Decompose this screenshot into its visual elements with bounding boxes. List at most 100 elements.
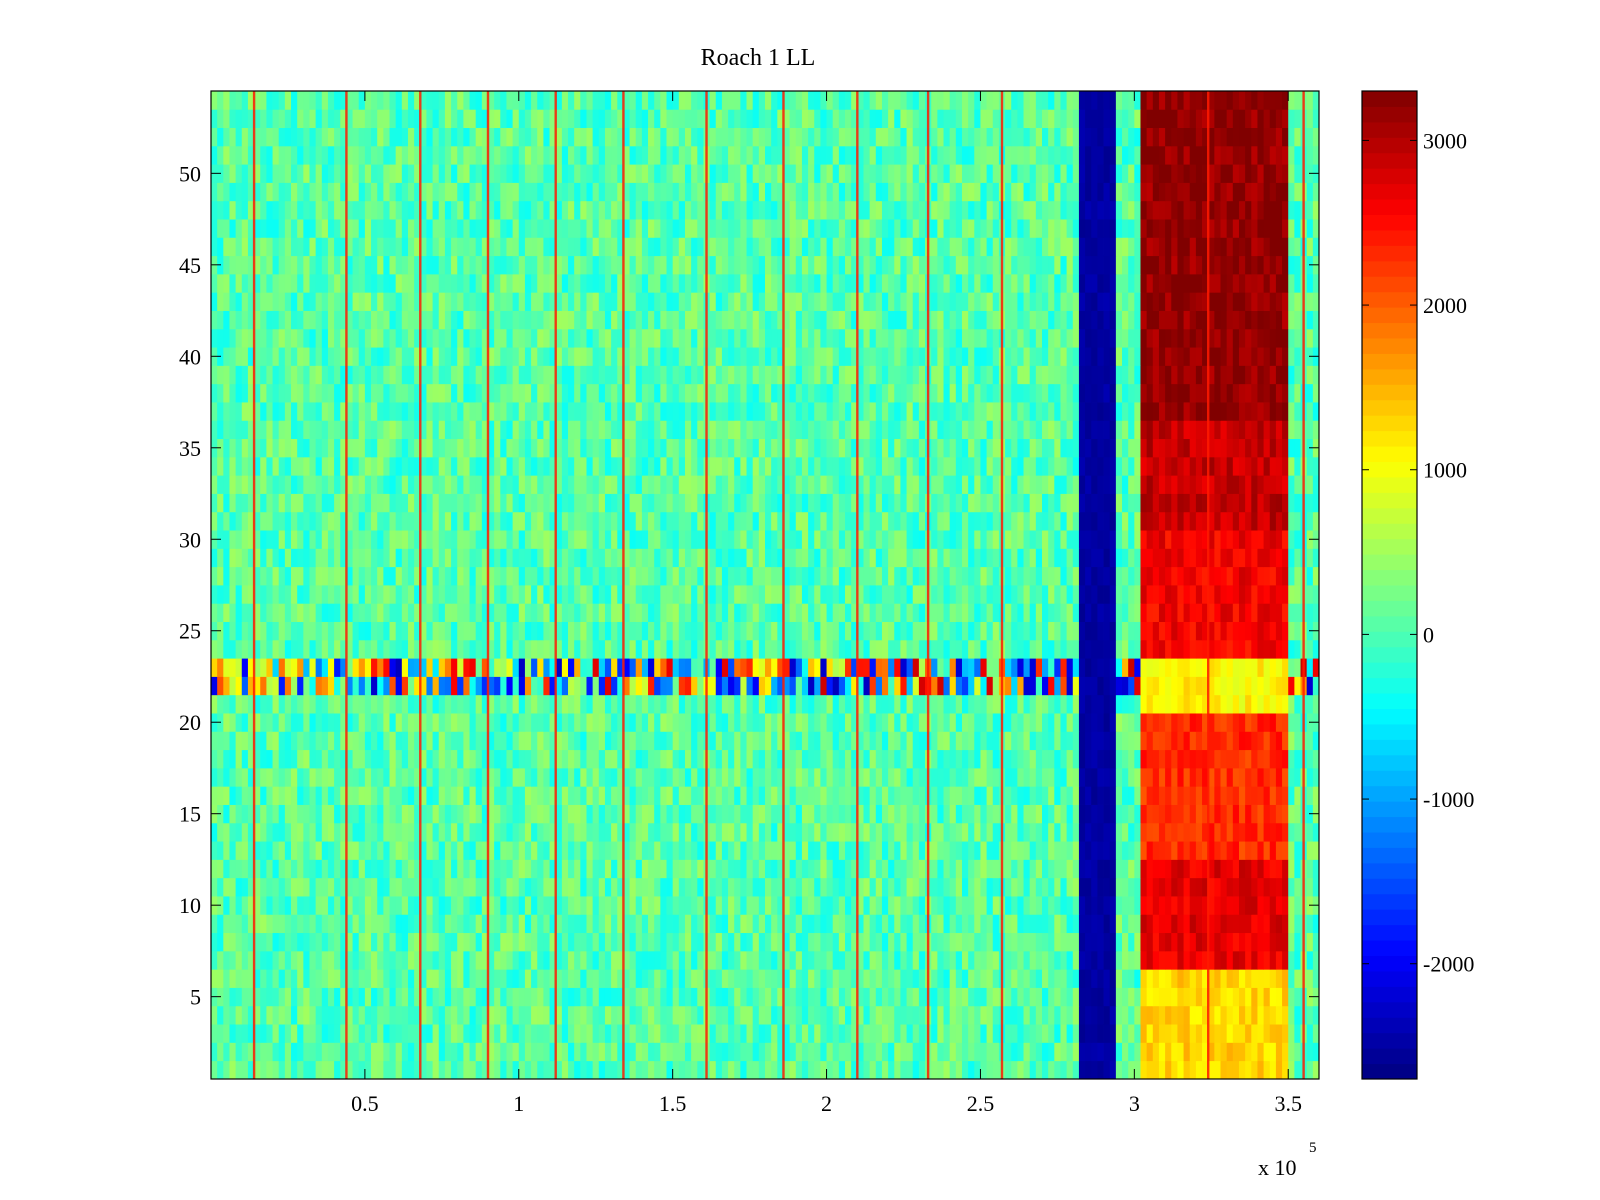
heatmap-cell (1152, 804, 1160, 824)
heatmap-cell (1060, 932, 1068, 952)
heatmap-cell (1189, 804, 1197, 824)
heatmap-cell (678, 585, 686, 604)
heatmap-cell (1269, 914, 1277, 934)
heatmap-cell (918, 603, 926, 622)
heatmap-cell (789, 658, 797, 677)
heatmap-cell (1091, 1060, 1098, 1080)
heatmap-cell (518, 603, 526, 622)
heatmap-cell (555, 786, 563, 805)
heatmap-cell (229, 987, 237, 1007)
heatmap-cell (1263, 786, 1271, 805)
heatmap-cell (968, 621, 975, 641)
heatmap-cell (1288, 859, 1295, 879)
heatmap-cell (1294, 603, 1301, 622)
heatmap-cell (1238, 932, 1246, 952)
heatmap-cell (1214, 822, 1221, 842)
heatmap-cell (1306, 969, 1314, 988)
heatmap-cell (512, 914, 520, 934)
heatmap-cell (278, 987, 286, 1007)
heatmap-cell (580, 896, 587, 915)
heatmap-cell (1263, 713, 1271, 732)
heatmap-cell (1306, 932, 1314, 952)
heatmap-cell (506, 914, 514, 934)
heatmap-cell (494, 914, 501, 934)
heatmap-cell (291, 950, 298, 970)
heatmap-cell (377, 585, 384, 604)
heatmap-cell (826, 969, 834, 988)
heatmap-cell (586, 1024, 594, 1043)
heatmap-cell (611, 749, 618, 769)
heatmap-cell (1072, 932, 1080, 952)
heatmap-cell (728, 621, 735, 641)
heatmap-cell (715, 749, 723, 769)
heatmap-cell (623, 896, 630, 915)
heatmap-cell (1109, 676, 1117, 696)
heatmap-cell (346, 914, 353, 934)
heatmap-cell (955, 969, 963, 988)
heatmap-cell (1103, 658, 1111, 677)
heatmap-cell (1282, 786, 1289, 805)
heatmap-cell (1165, 969, 1172, 988)
heatmap-cell (968, 694, 975, 714)
heatmap-cell (795, 841, 803, 860)
heatmap-cell (783, 676, 791, 696)
heatmap-cell (826, 585, 834, 604)
heatmap-cell (315, 932, 323, 952)
heatmap-cell (1202, 1005, 1209, 1025)
heatmap-cell (217, 694, 224, 714)
heatmap-cell (401, 658, 409, 677)
heatmap-cell (512, 639, 520, 659)
heatmap-cell (481, 987, 489, 1007)
heatmap-cell (1257, 731, 1264, 751)
heatmap-cell (1226, 713, 1234, 732)
heatmap-cell (1085, 987, 1092, 1007)
heatmap-cell (918, 841, 926, 860)
heatmap-cell (771, 566, 778, 586)
heatmap-cell (506, 621, 514, 641)
heatmap-cell (746, 731, 754, 751)
heatmap-cell (691, 987, 698, 1007)
heatmap-cell (1171, 914, 1178, 934)
heatmap-cell (1165, 621, 1172, 641)
heatmap-cell (1109, 1042, 1117, 1062)
heatmap-cell (752, 713, 760, 732)
heatmap-cell (992, 749, 1000, 769)
heatmap-cell (1232, 822, 1240, 842)
heatmap-cell (303, 731, 310, 751)
heatmap-cell (1011, 804, 1018, 824)
heatmap-cell (1220, 676, 1228, 696)
heatmap-cell (1029, 566, 1037, 586)
heatmap-cell (1097, 639, 1104, 659)
heatmap-cell (291, 694, 298, 714)
heatmap-cell (875, 658, 883, 677)
heatmap-cell (561, 713, 569, 732)
heatmap-cell (795, 731, 803, 751)
heatmap-cell (1152, 877, 1160, 897)
heatmap-cell (235, 932, 243, 952)
heatmap-cell (777, 1024, 784, 1043)
heatmap-cell (555, 713, 563, 732)
heatmap-cell (1140, 603, 1148, 622)
heatmap-cell (1177, 987, 1184, 1007)
heatmap-cell (1128, 749, 1135, 769)
heatmap-cell (1183, 896, 1191, 915)
heatmap-cell (1140, 621, 1148, 641)
heatmap-cell (266, 914, 273, 934)
heatmap-cell (955, 950, 963, 970)
heatmap-cell (881, 896, 889, 915)
heatmap-cell (586, 987, 594, 1007)
heatmap-cell (284, 1024, 292, 1043)
heatmap-cell (1183, 987, 1191, 1007)
heatmap-cell (549, 932, 557, 952)
heatmap-cell (592, 987, 600, 1007)
heatmap-cell (549, 804, 557, 824)
heatmap-cell (469, 1024, 477, 1043)
heatmap-cell (358, 713, 366, 732)
heatmap-cell (728, 603, 735, 622)
heatmap-cell (617, 914, 624, 934)
heatmap-cell (211, 566, 218, 586)
heatmap-cell (771, 859, 778, 879)
heatmap-cell (906, 639, 914, 659)
heatmap-cell (931, 804, 938, 824)
heatmap-cell (574, 932, 581, 952)
